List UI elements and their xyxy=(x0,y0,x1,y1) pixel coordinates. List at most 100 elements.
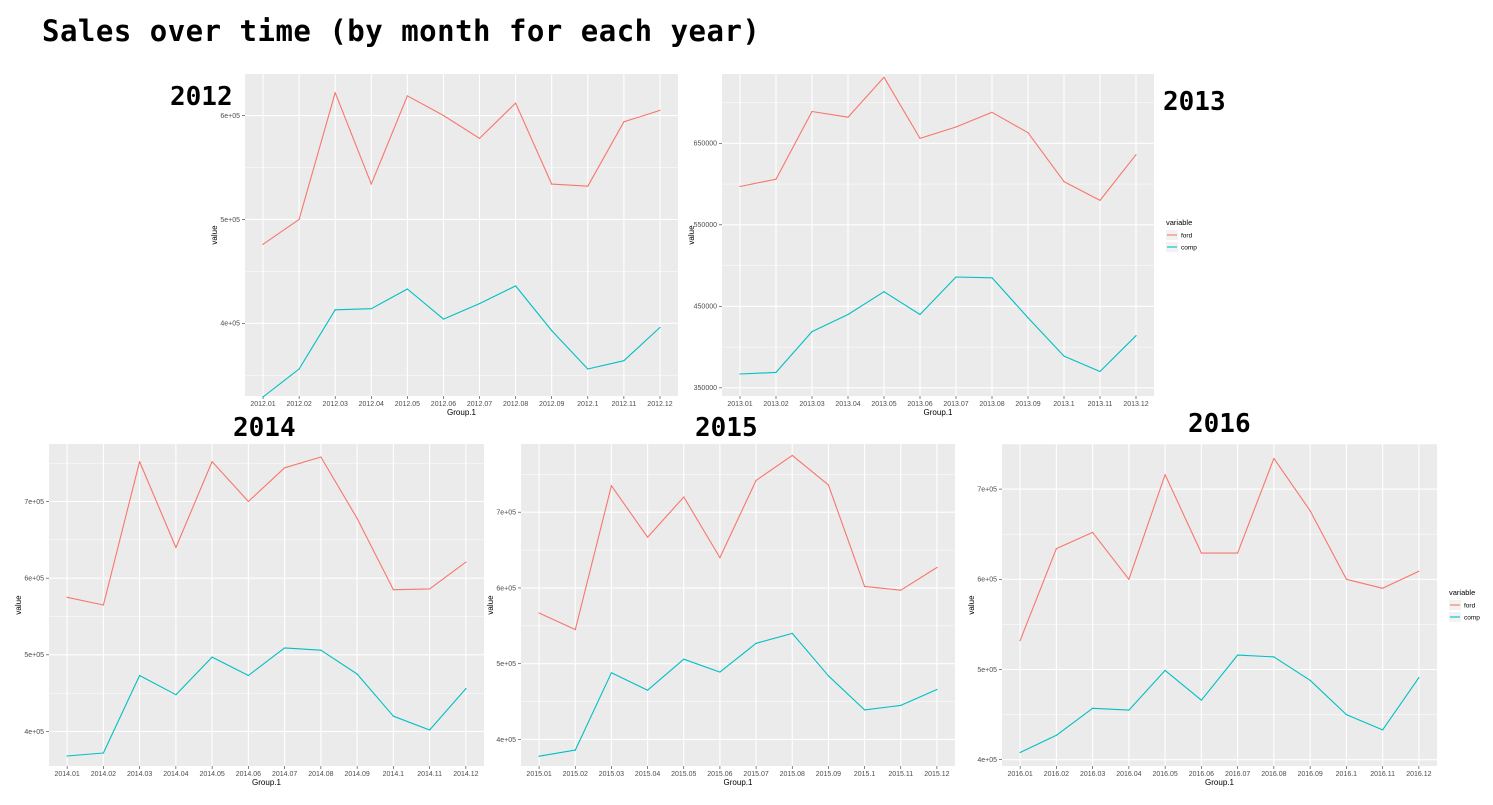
y-tick-label-2012: 4e+05 xyxy=(220,321,240,328)
data-point-ford-2014 xyxy=(429,588,431,590)
x-axis-title-2015: Group.1 xyxy=(724,778,753,787)
x-tick-label-2016: 2016.12 xyxy=(1406,771,1431,778)
data-point-ford-2013 xyxy=(811,110,813,113)
x-tick-label-2014: 2014.07 xyxy=(272,771,297,778)
x-tick-label-2014: 2014.11 xyxy=(417,771,442,778)
x-tick-label-2015: 2015.12 xyxy=(924,771,949,778)
data-point-ford-2012 xyxy=(623,121,625,123)
data-point-comp-2016 xyxy=(1128,709,1130,711)
x-tick-label-2013: 2013.04 xyxy=(835,401,860,408)
x-tick-label-2012: 2012.11 xyxy=(611,401,636,408)
x-tick-label-2013: 2013.12 xyxy=(1123,401,1148,408)
data-point-ford-2016 xyxy=(1164,474,1166,476)
series-line-ford-2013 xyxy=(739,76,1137,201)
x-tick-label-2016: 2016.02 xyxy=(1044,771,1069,778)
x-tick-label-2015: 2015.07 xyxy=(743,771,768,778)
data-point-comp-2015 xyxy=(827,675,830,677)
x-tick-label-2015: 2015.05 xyxy=(671,771,696,778)
x-tick-label-2013: 2013.07 xyxy=(943,401,968,408)
data-point-comp-2013 xyxy=(1027,317,1029,319)
x-tick-label-2015: 2015.03 xyxy=(599,771,624,778)
legend-label-comp-2013: comp xyxy=(1181,244,1197,251)
data-point-comp-2014 xyxy=(356,673,358,675)
data-point-comp-2016 xyxy=(1019,751,1021,754)
y-tick-label-2015: 4e+05 xyxy=(496,737,516,744)
y-tick-label-2016: 6e+05 xyxy=(977,577,997,584)
data-point-comp-2014 xyxy=(284,647,286,649)
x-tick-label-2014: 2014.02 xyxy=(91,771,116,778)
x-tick-label-2015: 2015.02 xyxy=(563,771,588,778)
data-point-comp-2012 xyxy=(515,285,517,287)
data-point-comp-2012 xyxy=(551,329,553,332)
x-tick-label-2014: 2014.1 xyxy=(383,771,405,778)
x-tick-label-2012: 2012.1 xyxy=(577,401,599,408)
x-tick-label-2013: 2013.09 xyxy=(1015,401,1040,408)
data-point-ford-2016 xyxy=(1092,531,1094,533)
data-point-ford-2016 xyxy=(1418,570,1420,572)
data-point-comp-2012 xyxy=(623,360,625,362)
x-tick-label-2012: 2012.06 xyxy=(431,401,456,408)
data-point-comp-2013 xyxy=(883,291,885,293)
data-point-ford-2013 xyxy=(847,116,849,118)
data-point-comp-2016 xyxy=(1382,729,1384,731)
plot-panel-2016 xyxy=(1002,444,1437,766)
series-line-comp-2014 xyxy=(67,647,467,757)
legend-label-ford-2016: ford xyxy=(1464,602,1476,609)
data-point-ford-2016 xyxy=(1237,552,1239,554)
y-tick-label-2016: 4e+05 xyxy=(977,757,997,764)
x-tick-label-2016: 2016.1 xyxy=(1336,771,1358,778)
x-tick-label-2012: 2012.07 xyxy=(467,401,492,408)
x-tick-label-2012: 2012.08 xyxy=(503,401,528,408)
data-point-ford-2012 xyxy=(442,114,445,117)
x-tick-label-2012: 2012.02 xyxy=(286,401,311,408)
y-tick-label-2015: 6e+05 xyxy=(496,585,516,592)
y-tick-label-2013: 450000 xyxy=(694,304,717,311)
data-point-comp-2014 xyxy=(175,694,177,696)
data-point-comp-2013 xyxy=(1063,355,1065,357)
data-point-ford-2014 xyxy=(211,461,213,463)
data-point-ford-2013 xyxy=(1135,154,1137,156)
x-tick-label-2014: 2014.05 xyxy=(199,771,224,778)
x-tick-label-2015: 2015.09 xyxy=(816,771,841,778)
data-point-ford-2015 xyxy=(683,496,685,498)
series-line-ford-2015 xyxy=(538,454,938,631)
x-tick-label-2012: 2012.09 xyxy=(539,401,564,408)
data-point-ford-2014 xyxy=(284,467,286,469)
data-point-comp-2016 xyxy=(1200,699,1202,701)
x-axis-title-2016: Group.1 xyxy=(1205,778,1234,787)
data-point-ford-2014 xyxy=(139,461,141,463)
data-point-ford-2016 xyxy=(1019,640,1021,642)
x-axis-title-2013: Group.1 xyxy=(924,408,953,417)
series-line-ford-2014 xyxy=(66,456,467,606)
x-tick-label-2016: 2016.03 xyxy=(1080,771,1105,778)
data-point-ford-2016 xyxy=(1309,510,1311,512)
data-point-comp-2013 xyxy=(1135,335,1137,337)
x-axis-title-2012: Group.1 xyxy=(447,408,476,417)
data-point-ford-2015 xyxy=(574,629,576,631)
data-point-comp-2015 xyxy=(719,671,721,673)
data-point-ford-2015 xyxy=(936,566,938,569)
legend-label-comp-2016: comp xyxy=(1464,614,1480,621)
x-tick-label-2014: 2014.06 xyxy=(236,771,261,778)
x-tick-label-2015: 2015.01 xyxy=(526,771,551,778)
data-point-comp-2015 xyxy=(610,672,613,674)
y-tick-label-2014: 5e+05 xyxy=(24,652,44,659)
main-title: Sales over time (by month for each year) xyxy=(42,14,761,48)
data-point-ford-2014 xyxy=(102,604,104,606)
data-point-comp-2014 xyxy=(247,674,249,677)
data-point-comp-2015 xyxy=(900,704,902,706)
series-line-comp-2016 xyxy=(1019,654,1420,753)
data-point-ford-2012 xyxy=(334,92,336,94)
data-point-ford-2015 xyxy=(646,536,649,538)
y-axis-title-2014: value xyxy=(14,595,23,615)
data-point-comp-2013 xyxy=(1099,370,1101,373)
legend-title-2013: variable xyxy=(1166,218,1192,227)
x-tick-label-2013: 2013.02 xyxy=(763,401,788,408)
data-point-comp-2013 xyxy=(991,277,993,279)
data-point-ford-2013 xyxy=(1099,199,1101,201)
data-point-ford-2015 xyxy=(863,585,866,588)
data-point-comp-2014 xyxy=(66,755,68,757)
series-line-comp-2013 xyxy=(739,276,1137,375)
y-axis-title-2012: value xyxy=(210,225,219,245)
